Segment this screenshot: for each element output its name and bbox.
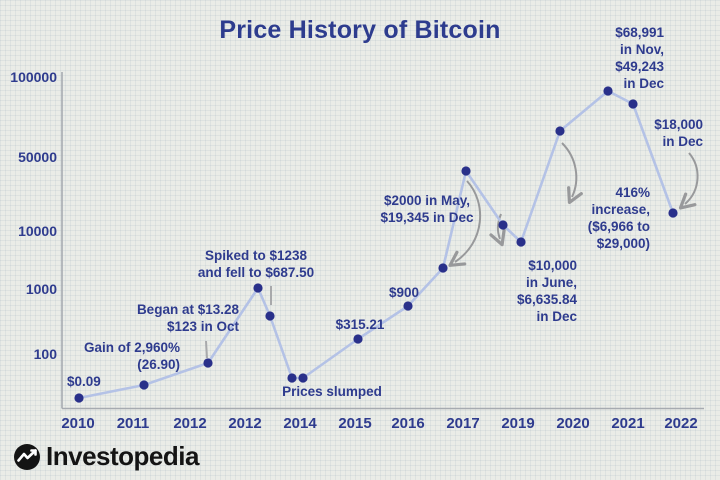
data-point-2021-dec <box>628 99 638 109</box>
annotation-price-2019: $10,000 in June, $6,635.84 in Dec <box>516 258 577 324</box>
data-point-2019-june <box>498 220 508 230</box>
x-tick-2016-6: 2016 <box>391 415 425 432</box>
annotation-spike-2013: Spiked to $1238 and fell to $687.50 <box>197 248 315 280</box>
data-point-2011 <box>139 380 149 390</box>
x-axis-labels: 2010 2011 2012 2012 2014 2015 2016 2017 2019 2020… <box>0 415 720 437</box>
data-point-2020 <box>555 126 565 136</box>
x-tick-2012-3: 2012 <box>228 415 262 432</box>
data-point-2010 <box>74 393 84 403</box>
annotation-gain-2011: Gain of 2,960% (26.90) <box>83 340 180 372</box>
arrow-18000-to-point-icon <box>678 152 699 210</box>
arrow-10000-down-icon <box>489 213 506 247</box>
x-tick-2017-7: 2017 <box>446 415 480 432</box>
data-point-2019-dec <box>516 237 526 247</box>
data-point-2014 <box>287 373 297 383</box>
y-axis-labels: 100000 50000 10000 1000 100 <box>0 0 57 480</box>
x-tick-2021-10: 2021 <box>611 415 645 432</box>
y-tick-100000: 100000 <box>10 69 57 85</box>
x-tick-2012-2: 2012 <box>173 415 207 432</box>
y-tick-1000: 1000 <box>25 281 57 297</box>
x-tick-2019-8: 2019 <box>501 415 535 432</box>
arrow-2020-increase-icon <box>561 142 583 205</box>
annotation-price-2010: $0.09 <box>67 374 101 389</box>
y-tick-100: 100 <box>33 346 57 362</box>
data-point-2017-may <box>438 263 448 273</box>
chart-title: Price History of Bitcoin <box>219 16 501 44</box>
data-point-2015 <box>353 334 363 344</box>
x-tick-2020-9: 2020 <box>556 415 590 432</box>
data-point-2012-oct <box>203 358 213 368</box>
annotation-price-2016: $900 <box>388 285 420 300</box>
data-point-2017-dec <box>461 166 471 176</box>
x-tick-2022-11: 2022 <box>664 415 698 432</box>
annotation-began-2012: Began at $13.28 $123 in Oct <box>136 302 239 334</box>
annotation-increase-2020: 416% increase, ($6,966 to $29,000) <box>587 185 650 251</box>
annotation-price-2022: $18,000 in Dec <box>654 117 703 149</box>
data-point-2013-peak <box>253 283 263 293</box>
x-tick-2014-4: 2014 <box>283 415 317 432</box>
annotation-price-2021: $68,991 in Nov, $49,243 in Dec <box>615 25 664 91</box>
data-point-2021-nov <box>603 86 613 96</box>
price-points <box>74 86 678 403</box>
data-point-2022-dec <box>668 208 678 218</box>
data-point-2013-fall <box>265 311 275 321</box>
annotation-connector-began <box>205 340 208 359</box>
data-point-2014 <box>298 373 308 383</box>
investopedia-logo-icon <box>14 443 40 470</box>
y-tick-50000: 50000 <box>18 149 57 165</box>
annotation-slump-2014: Prices slumped <box>282 384 382 399</box>
brand-footer: Investopedia <box>13 441 199 472</box>
brand-name: Investopedia <box>46 441 199 471</box>
x-tick-2011-1: 2011 <box>116 415 150 432</box>
x-tick-2015-5: 2015 <box>338 415 372 432</box>
y-tick-10000: 10000 <box>18 223 57 239</box>
data-point-2016 <box>403 301 413 311</box>
arrow-2017-peak-to-may-icon <box>448 180 482 267</box>
annotation-price-2015: $315.21 <box>335 317 385 332</box>
x-tick-2010-0: 2010 <box>61 415 95 432</box>
annotation-price-2017: $2000 in May, $19,345 in Dec <box>380 193 474 225</box>
